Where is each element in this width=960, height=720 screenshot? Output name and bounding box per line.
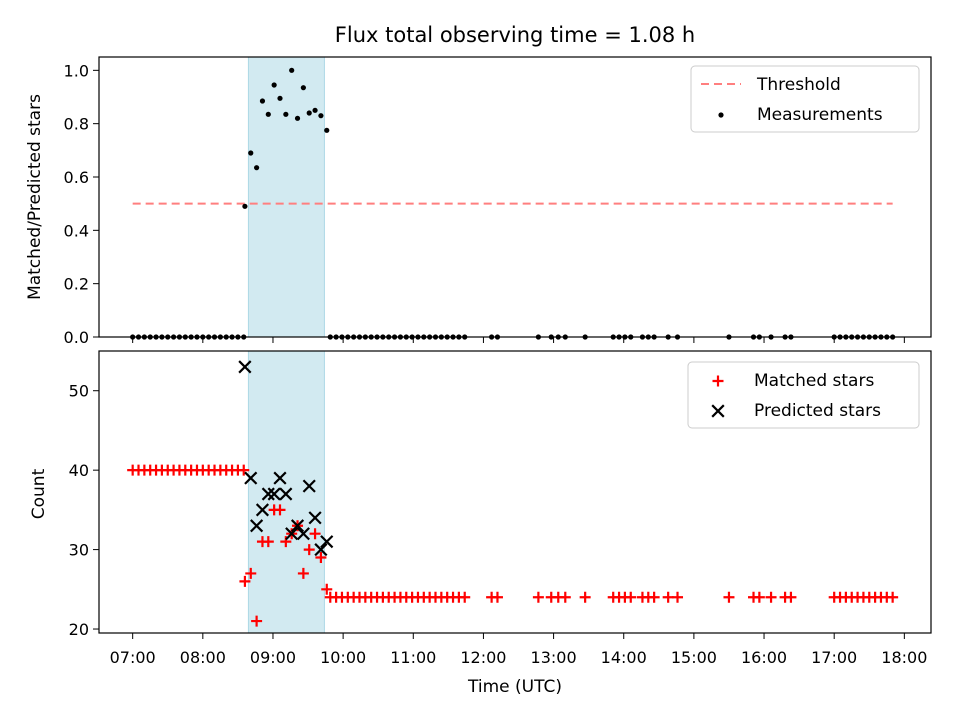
x-tick-label: 14:00 <box>601 648 647 667</box>
data-point <box>321 583 333 595</box>
data-point <box>290 519 305 533</box>
data-point <box>244 471 258 485</box>
data-point <box>248 150 254 156</box>
y-tick-label: 50 <box>69 382 89 401</box>
data-point <box>303 544 315 556</box>
legend-box <box>687 361 920 429</box>
x-tick-label: 15:00 <box>671 648 717 667</box>
data-point <box>306 110 312 116</box>
legend-box <box>690 65 920 133</box>
data-point <box>648 591 660 603</box>
y-tick-label: 0.4 <box>64 221 89 240</box>
data-point <box>625 591 637 603</box>
data-point <box>672 591 684 603</box>
x-tick-label: 17:00 <box>811 648 857 667</box>
chart-title: Flux total observing time = 1.08 h <box>335 23 695 47</box>
data-point <box>265 111 271 117</box>
data-point <box>296 527 310 541</box>
x-axis-label: Time (UTC) <box>467 677 562 697</box>
legend-label: Predicted stars <box>754 401 881 421</box>
data-point <box>309 528 321 540</box>
x-tick-label: 07:00 <box>110 648 156 667</box>
data-point <box>302 479 316 493</box>
data-point <box>308 511 322 525</box>
data-point <box>294 115 301 121</box>
data-point <box>277 95 283 101</box>
data-point <box>267 487 281 501</box>
legend: Matched stars Predicted stars <box>687 361 920 429</box>
data-point <box>255 503 270 517</box>
axes-frame <box>98 56 932 338</box>
data-point <box>297 567 309 579</box>
data-point <box>324 127 330 133</box>
legend-label: Measurements <box>757 105 883 125</box>
data-point <box>262 536 274 548</box>
x-tick-label: 09:00 <box>250 648 296 667</box>
data-point <box>753 591 765 603</box>
data-point <box>261 487 275 501</box>
y-tick-label: 40 <box>69 461 89 480</box>
data-point <box>242 203 248 209</box>
ratio-panel: 0.0 0.2 0.4 0.6 0.8 1.0 Matched/Predicted star… <box>25 56 932 347</box>
data-point <box>238 464 250 476</box>
data-point <box>559 591 571 603</box>
legend-swatch <box>718 112 724 118</box>
count-panel: 20 30 40 50 07:00 08:00 09:00 10:00 11:00 12:00 13… <box>29 350 932 667</box>
x-tick-label: 18:00 <box>881 648 927 667</box>
y-tick-label: 20 <box>69 620 89 639</box>
y-tick-label: 1.0 <box>64 61 89 80</box>
y-tick-label: 0.6 <box>64 168 89 187</box>
y-tick-label: 30 <box>69 541 89 560</box>
y-tick-label: 0.2 <box>64 275 89 294</box>
data-point <box>254 165 260 171</box>
data-point <box>280 536 292 548</box>
y-axis-label: Matched/Predicted stars <box>25 94 45 300</box>
y-axis-label: Count <box>29 468 49 519</box>
data-point <box>274 504 286 516</box>
y-tick-label: 0.8 <box>64 115 89 134</box>
legend-swatch <box>711 404 725 418</box>
x-tick-label: 13:00 <box>531 648 577 667</box>
legend-swatch <box>712 375 724 387</box>
y-tick-label: 0.0 <box>64 328 89 347</box>
legend-label: Matched stars <box>754 371 874 391</box>
data-point <box>318 113 324 119</box>
data-point <box>273 471 287 485</box>
data-point <box>283 111 289 117</box>
x-tick-label: 11:00 <box>390 648 436 667</box>
data-point <box>285 527 299 541</box>
data-point <box>245 567 257 579</box>
data-point <box>662 591 674 603</box>
data-point <box>491 591 503 603</box>
data-point <box>314 543 328 557</box>
data-point <box>250 519 264 533</box>
data-point <box>785 591 797 603</box>
data-point <box>532 591 544 603</box>
legend-label: Threshold <box>756 75 841 95</box>
data-point <box>300 85 306 91</box>
data-point <box>239 575 251 587</box>
data-point <box>887 591 899 603</box>
data-point <box>765 591 777 603</box>
data-point <box>320 535 334 549</box>
data-point <box>289 67 295 73</box>
legend: Threshold Measurements <box>690 65 920 133</box>
data-point <box>579 591 591 603</box>
data-point <box>723 591 735 603</box>
data-point <box>271 82 277 88</box>
data-point <box>315 552 327 564</box>
data-point <box>238 360 252 374</box>
data-point <box>459 591 471 603</box>
x-tick-label: 12:00 <box>460 648 506 667</box>
data-point <box>279 487 293 501</box>
observing-window <box>247 56 325 338</box>
x-tick-label: 10:00 <box>320 648 366 667</box>
axes-frame <box>98 350 932 634</box>
data-point <box>312 107 318 113</box>
x-tick-label: 16:00 <box>741 648 787 667</box>
data-point <box>259 98 266 104</box>
data-point <box>251 615 263 627</box>
x-tick-label: 08:00 <box>180 648 226 667</box>
